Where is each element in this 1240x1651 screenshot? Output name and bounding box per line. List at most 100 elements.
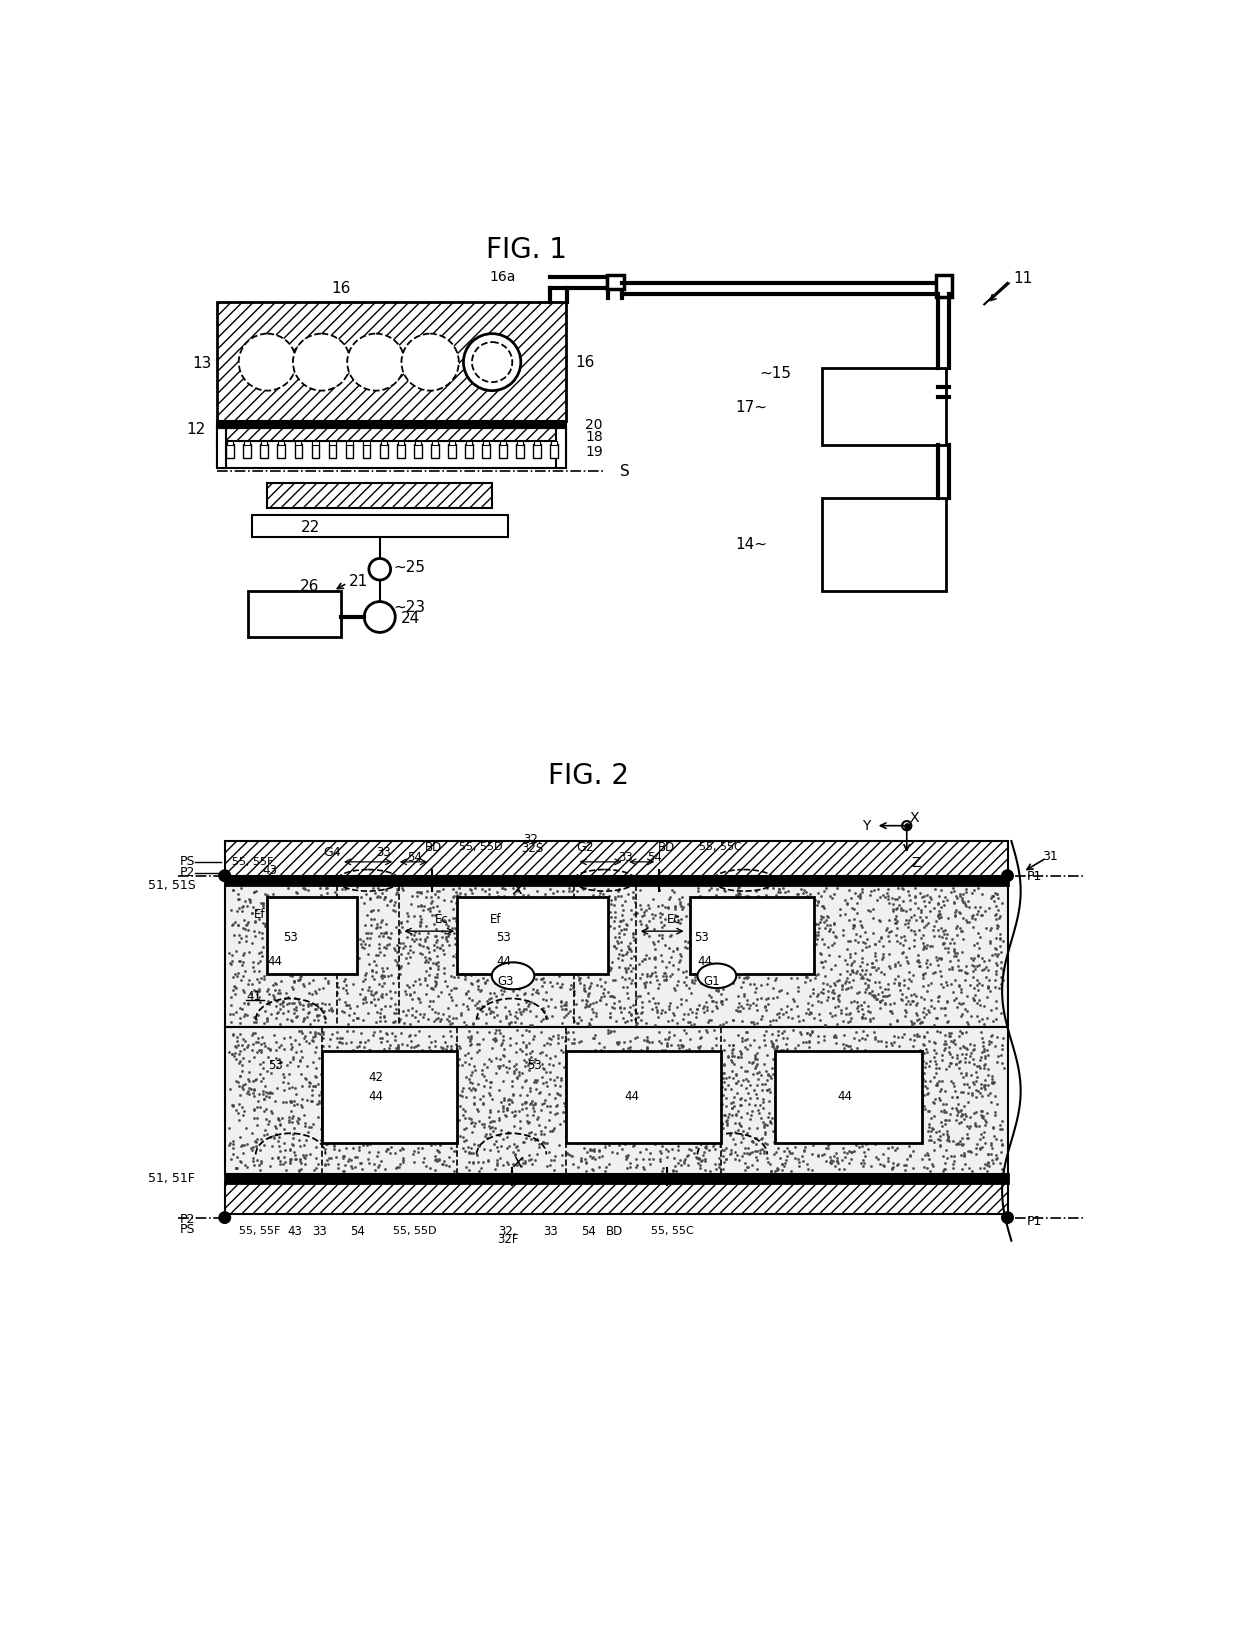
Point: [270, 1138, 290, 1164]
Point: [279, 1108, 299, 1134]
Point: [258, 987, 278, 1014]
Point: [294, 1133, 314, 1159]
Point: [949, 948, 968, 974]
Point: [987, 996, 1007, 1022]
Point: [285, 883, 305, 910]
Point: [523, 885, 543, 911]
Point: [670, 1093, 689, 1119]
Point: [730, 1038, 750, 1065]
Point: [615, 966, 635, 992]
Point: [900, 1121, 920, 1147]
Point: [258, 1080, 278, 1106]
Point: [221, 1129, 241, 1156]
Point: [237, 928, 257, 954]
Point: [619, 1076, 639, 1103]
Point: [350, 1029, 370, 1055]
Point: [857, 951, 877, 977]
Point: [418, 1075, 438, 1101]
Point: [909, 1005, 929, 1032]
Point: [280, 1136, 300, 1162]
Point: [887, 895, 906, 921]
Point: [904, 928, 924, 954]
Point: [660, 1019, 680, 1045]
Point: [782, 1060, 802, 1086]
Point: [820, 1052, 839, 1078]
Point: [937, 1118, 957, 1144]
Point: [470, 977, 490, 1004]
Point: [374, 1004, 394, 1030]
Bar: [466, 441, 472, 446]
Point: [905, 992, 925, 1019]
Point: [551, 1067, 570, 1093]
Point: [262, 1080, 281, 1106]
Point: [305, 1073, 325, 1100]
Point: [564, 1030, 584, 1057]
Point: [357, 1133, 377, 1159]
Point: [316, 1113, 336, 1139]
Text: 16: 16: [575, 355, 595, 370]
Point: [756, 997, 776, 1024]
Point: [228, 1100, 248, 1126]
Point: [919, 910, 939, 936]
Point: [807, 1085, 827, 1111]
Point: [652, 892, 672, 918]
Point: [768, 941, 787, 967]
Text: x: x: [512, 1152, 523, 1171]
Point: [847, 890, 867, 916]
Point: [667, 1053, 687, 1080]
Point: [941, 971, 961, 997]
Point: [377, 1029, 397, 1055]
Point: [425, 882, 445, 908]
Point: [655, 1121, 675, 1147]
Point: [751, 986, 771, 1012]
Point: [383, 999, 403, 1025]
Point: [867, 986, 887, 1012]
Point: [506, 963, 526, 989]
Point: [711, 953, 730, 979]
Point: [317, 1146, 337, 1172]
Point: [467, 1019, 487, 1045]
Point: [232, 1149, 252, 1176]
Point: [839, 1068, 859, 1095]
Point: [924, 994, 944, 1020]
Point: [358, 1001, 378, 1027]
Point: [746, 920, 766, 946]
Text: 18: 18: [585, 429, 603, 444]
Point: [708, 1093, 728, 1119]
Point: [258, 977, 278, 1004]
Point: [573, 1118, 593, 1144]
Point: [621, 1119, 641, 1146]
Point: [358, 1083, 378, 1109]
Point: [611, 930, 631, 956]
Point: [668, 956, 688, 982]
Point: [494, 885, 513, 911]
Point: [472, 997, 492, 1024]
Point: [854, 989, 874, 1015]
Point: [598, 939, 618, 966]
Point: [724, 1043, 744, 1070]
Point: [972, 901, 992, 928]
Point: [756, 913, 776, 939]
Point: [439, 1050, 459, 1076]
Point: [774, 1116, 794, 1142]
Point: [371, 1007, 391, 1034]
Point: [528, 1111, 548, 1138]
Point: [723, 971, 743, 997]
Point: [740, 898, 760, 925]
Point: [645, 954, 665, 981]
Point: [500, 1091, 520, 1118]
Point: [718, 964, 738, 991]
Point: [901, 1010, 921, 1037]
Point: [962, 1080, 982, 1106]
Point: [777, 1111, 797, 1138]
Point: [682, 969, 702, 996]
Point: [257, 1080, 277, 1106]
Point: [340, 996, 360, 1022]
Point: [792, 1029, 812, 1055]
Point: [727, 1070, 746, 1096]
Point: [843, 911, 863, 938]
Point: [975, 1106, 994, 1133]
Point: [733, 996, 753, 1022]
Point: [263, 903, 283, 930]
Point: [320, 898, 340, 925]
